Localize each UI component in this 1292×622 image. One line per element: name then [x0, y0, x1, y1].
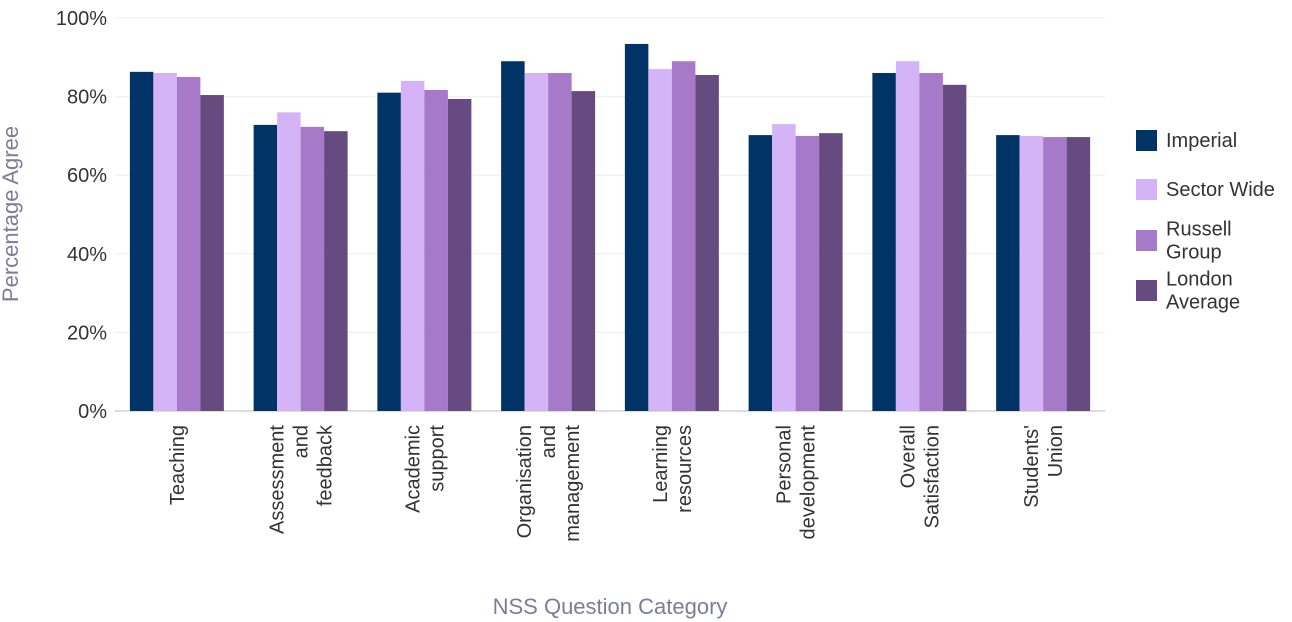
x-tick-label: Assessment and feedback	[267, 424, 337, 534]
x-tick-label: Academic support	[402, 425, 448, 513]
bar	[919, 73, 943, 412]
y-tick-label: 20%	[67, 322, 107, 344]
bar	[895, 61, 920, 411]
legend-label: Sector Wide	[1166, 179, 1275, 201]
x-tick-label: Teaching	[167, 425, 189, 505]
bar	[772, 124, 796, 412]
bar	[996, 135, 1020, 411]
bar	[501, 61, 525, 411]
x-tick-label: Personal development	[774, 425, 820, 540]
legend-label: Imperial	[1166, 130, 1237, 152]
bar	[253, 124, 278, 412]
bar	[324, 131, 348, 411]
bar	[129, 71, 154, 411]
bar	[1019, 135, 1044, 411]
legend-label: Russell Group	[1166, 219, 1232, 264]
bar	[695, 74, 719, 412]
x-tick-label: Organisation and management	[514, 425, 584, 542]
y-tick-label: 0%	[78, 401, 107, 423]
x-tick-label: Learning resources	[650, 425, 696, 513]
legend-swatch	[1136, 179, 1157, 200]
legend-swatch	[1136, 130, 1157, 151]
legend-swatch	[1136, 280, 1157, 301]
y-tick-label: 60%	[67, 165, 107, 187]
bar	[400, 80, 425, 411]
bar	[748, 135, 773, 411]
x-axis-title: NSS Question Category	[493, 594, 728, 619]
bar	[795, 135, 820, 411]
bar	[942, 84, 967, 411]
bar	[1066, 137, 1091, 412]
bar	[571, 91, 596, 412]
y-tick-label: 100%	[56, 8, 107, 30]
bar	[624, 43, 649, 412]
bar	[1043, 137, 1067, 412]
bar	[819, 133, 843, 412]
bar	[524, 73, 549, 412]
bar	[377, 92, 401, 412]
legend-label: London Average	[1166, 269, 1240, 314]
bar	[153, 73, 177, 412]
bar	[200, 95, 224, 411]
bar	[671, 61, 696, 411]
bar	[548, 73, 572, 412]
legend-swatch	[1136, 230, 1157, 251]
bar	[447, 98, 472, 411]
y-tick-label: 80%	[67, 87, 107, 109]
y-tick-label: 40%	[67, 244, 107, 266]
bar	[300, 126, 325, 412]
y-axis-title: Percentage Agree	[0, 126, 23, 302]
bar	[648, 69, 672, 411]
bar	[176, 76, 201, 411]
bar	[277, 112, 301, 411]
bar	[424, 89, 448, 411]
x-tick-label: Overall Satisfaction	[897, 425, 943, 528]
x-tick-label: Students' Union	[1021, 425, 1067, 508]
bar	[872, 73, 896, 412]
